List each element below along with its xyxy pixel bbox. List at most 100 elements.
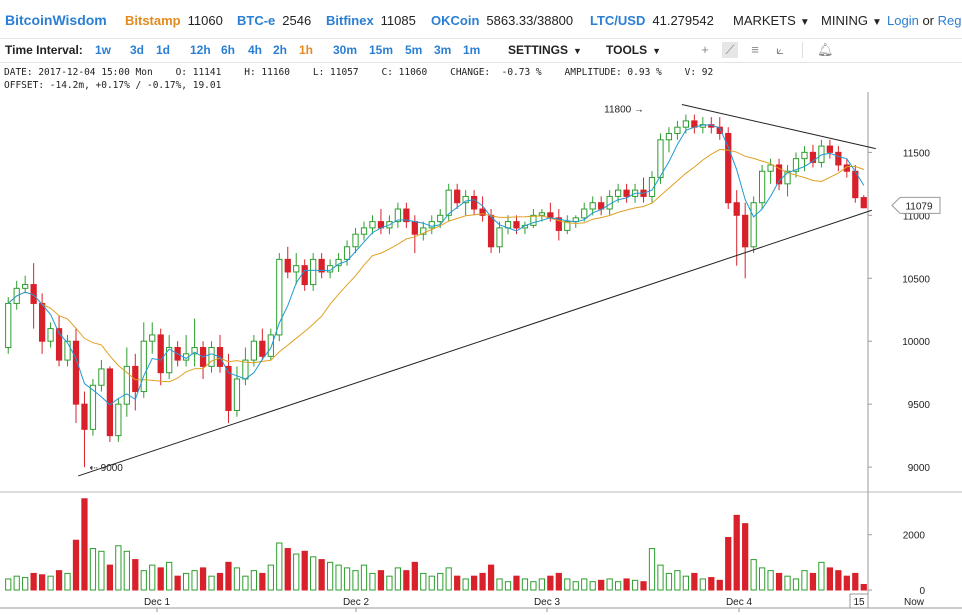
volume-bar: [530, 581, 537, 591]
volume-bar: [216, 572, 224, 591]
volume-bar: [386, 575, 393, 591]
candle-body: [208, 347, 215, 367]
volume-bar: [22, 577, 29, 591]
interval-12h[interactable]: 12h: [190, 43, 211, 57]
bell-icon[interactable]: 🔔︎: [817, 42, 834, 57]
interval-4h[interactable]: 4h: [248, 43, 263, 57]
volume-bar: [352, 570, 359, 591]
candle-body: [564, 221, 571, 231]
current-price-label: 11079: [905, 201, 933, 212]
candle-body: [191, 347, 198, 355]
volume-bar: [335, 564, 342, 591]
volume-bar: [225, 561, 232, 591]
candle-body: [750, 202, 757, 248]
candle-body: [767, 164, 774, 172]
candle-body: [420, 227, 427, 235]
volume-bar: [809, 572, 817, 591]
volume-bar: [123, 550, 130, 591]
settings-menu[interactable]: SETTINGS ▼: [508, 43, 582, 57]
volume-bar: [13, 575, 20, 591]
candle-body: [437, 214, 444, 223]
volume-bar: [496, 578, 503, 591]
volume-bar: [301, 550, 308, 591]
tools-menu[interactable]: TOOLS ▼: [606, 43, 661, 57]
volume-bar: [115, 545, 122, 591]
crosshair-icon[interactable]: +: [701, 42, 709, 57]
fib-fan-icon[interactable]: ⟀: [776, 42, 784, 57]
login-area: Login or Regis: [887, 13, 962, 28]
trendline-icon[interactable]: ⟋: [722, 42, 738, 58]
volume-bar: [81, 498, 88, 591]
volume-bar: [89, 548, 97, 591]
candle-body: [716, 126, 723, 134]
candle-body: [581, 208, 588, 219]
candle-body: [55, 328, 63, 361]
interval-2h[interactable]: 2h: [273, 43, 288, 57]
resistance-trendline[interactable]: [681, 104, 876, 150]
mining-menu[interactable]: MINING ▼: [821, 13, 882, 28]
candle-body: [47, 328, 54, 342]
candle-body: [479, 208, 486, 216]
exchange-ticker[interactable]: LTC/USD 41.279542: [590, 13, 714, 28]
support-trendline[interactable]: [78, 209, 872, 477]
exchange-name: BTC-e: [237, 13, 276, 28]
volume-bar: [470, 575, 478, 591]
volume-bar: [682, 575, 690, 591]
volume-bar: [360, 564, 368, 591]
price-tick-label: 10500: [902, 274, 930, 285]
exchange-ticker[interactable]: OKCoin 5863.33/38800: [431, 13, 573, 28]
time-cursor-label: 15: [853, 597, 865, 608]
interval-6h[interactable]: 6h: [221, 43, 236, 57]
volume-bar: [157, 567, 164, 591]
markets-menu[interactable]: MARKETS ▼: [733, 13, 810, 28]
interval-5m[interactable]: 5m: [405, 43, 423, 57]
time-interval-label: Time Interval:: [5, 43, 83, 57]
exchange-ticker[interactable]: BTC-e 2546: [237, 13, 311, 28]
interval-1m[interactable]: 1m: [463, 43, 481, 57]
exchange-name: Bitfinex: [326, 13, 374, 28]
volume-bar: [132, 559, 139, 591]
candle-body: [22, 284, 29, 289]
candle-body: [394, 208, 402, 223]
volume-bar: [174, 575, 181, 591]
interval-30m[interactable]: 30m: [333, 43, 358, 57]
interval-3m[interactable]: 3m: [434, 43, 452, 57]
price-tick-label: 11500: [903, 148, 931, 159]
volume-bar: [403, 570, 410, 591]
volume-bar: [674, 570, 681, 591]
toolbar-divider: [802, 42, 803, 58]
candle-body: [166, 347, 173, 374]
volume-bar: [454, 575, 461, 591]
candle-body: [742, 214, 749, 248]
volume-bar: [98, 550, 105, 591]
interval-15m[interactable]: 15m: [369, 43, 394, 57]
login-link[interactable]: Login: [887, 13, 919, 28]
interval-1d[interactable]: 1d: [156, 43, 171, 57]
exchange-ticker[interactable]: Bitstamp 11060: [125, 13, 223, 28]
exchange-ticker[interactable]: Bitfinex 11085: [326, 13, 416, 28]
time-tick-label: Dec 1: [144, 597, 171, 608]
volume-bar: [504, 581, 512, 591]
volume-bar: [648, 548, 656, 591]
horizontal-lines-icon[interactable]: ≡: [751, 42, 759, 57]
brand-logo[interactable]: BitcoinWisdom: [5, 12, 107, 28]
interval-1w[interactable]: 1w: [95, 43, 112, 57]
volume-bar: [598, 579, 605, 591]
high-annotation: 11800 →: [604, 105, 644, 116]
candle-body: [284, 258, 291, 273]
volume-bar: [716, 579, 723, 591]
chevron-down-icon: ▼: [871, 17, 882, 28]
tools-label: TOOLS: [606, 43, 648, 57]
volume-bar: [758, 567, 766, 591]
volume-tick-label: 0: [919, 586, 925, 597]
candle-body: [81, 403, 88, 430]
interval-3d[interactable]: 3d: [130, 43, 145, 57]
register-link[interactable]: Regis: [937, 13, 962, 28]
volume-bar: [199, 567, 207, 591]
now-button[interactable]: Now: [904, 597, 925, 608]
volume-bar: [657, 564, 664, 591]
volume-bar: [860, 583, 867, 591]
candle-body: [843, 164, 850, 172]
interval-1h[interactable]: 1h: [299, 43, 314, 57]
